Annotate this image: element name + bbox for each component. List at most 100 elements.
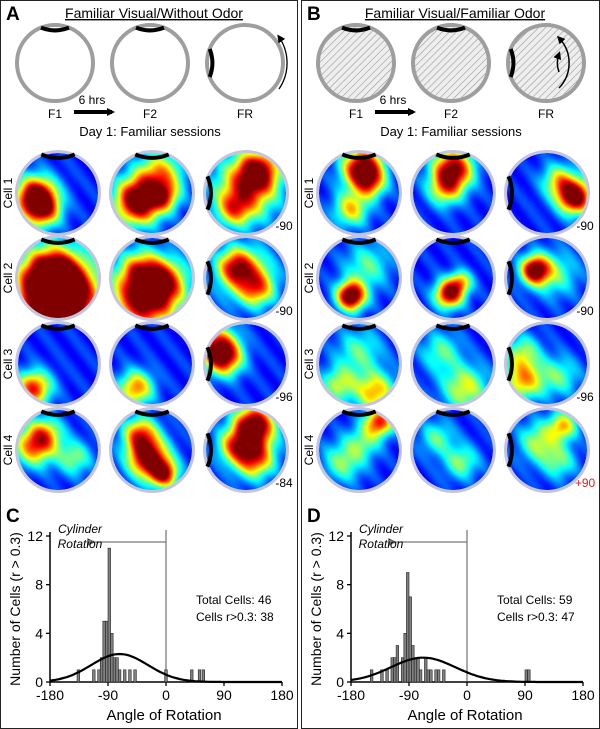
- histogram-bar: [128, 669, 132, 683]
- cue-card: [40, 152, 76, 160]
- histogram-bar: [408, 596, 412, 683]
- histogram-bar: [434, 669, 438, 683]
- cue-card: [435, 237, 471, 245]
- stats-text: Cells r>0.3: 47: [497, 610, 575, 624]
- firing-rate-map: [319, 410, 399, 490]
- firing-rate-map: [319, 324, 399, 404]
- cue-card: [506, 346, 514, 382]
- histogram-bar: [419, 669, 423, 683]
- firing-rate-map: [507, 153, 587, 233]
- y-tick-label: 0: [35, 674, 43, 690]
- rotation-value: +90: [575, 476, 596, 490]
- arena-wall: [203, 407, 289, 493]
- firing-rate-map: [18, 153, 98, 233]
- arena-wall: [410, 150, 496, 236]
- histogram-bar: [123, 669, 127, 683]
- arena-wall: [109, 150, 195, 236]
- arena-wall: [316, 235, 402, 321]
- histogram-bar: [99, 657, 104, 683]
- arena-wall: [316, 321, 402, 407]
- firing-rate-map: [206, 238, 286, 318]
- histogram-bar: [385, 669, 389, 683]
- arena-wall: [316, 150, 402, 236]
- arena-wall: [109, 407, 195, 493]
- histogram-bar: [76, 669, 80, 683]
- panel-b: B Familiar Visual/Familiar Odor F1 F2 FR 6 hr…: [302, 4, 596, 493]
- x-tick-label: 180: [270, 687, 294, 703]
- cue-card: [40, 25, 70, 33]
- cue-card: [506, 175, 514, 211]
- arena-wall: [203, 321, 289, 407]
- cue-card: [134, 237, 170, 245]
- session-label: F2: [143, 107, 157, 121]
- y-tick-label: 12: [328, 528, 344, 544]
- cell-label: Cell 2: [302, 262, 316, 293]
- firing-rate-map: [507, 410, 587, 490]
- cue-card: [134, 152, 170, 160]
- cue-card: [506, 432, 514, 468]
- rotation-value: -90: [576, 219, 594, 233]
- rotation-value: -96: [275, 390, 293, 404]
- histogram-c: C 0 4 8 12 -180 -90 0 90 180 Angle of Rotation Numb…: [6, 506, 294, 724]
- firing-rate-map: [18, 238, 98, 318]
- panel-letter: A: [6, 4, 20, 25]
- cue-card: [341, 25, 371, 33]
- x-tick-label: 90: [216, 687, 232, 703]
- histogram-bar: [97, 669, 101, 683]
- cue-card: [435, 409, 471, 417]
- cue-card: [435, 323, 471, 331]
- histogram-bar: [102, 620, 106, 683]
- arena-wall: [410, 407, 496, 493]
- cylinder-schematic: [15, 23, 95, 103]
- arena-wall: [15, 321, 101, 407]
- panel-title: Familiar Visual/Familiar Odor: [365, 5, 546, 21]
- cue-card: [435, 152, 471, 160]
- x-tick-label: -180: [337, 687, 365, 703]
- cue-card: [40, 323, 76, 331]
- arena-wall: [504, 321, 590, 407]
- arena-wall: [410, 235, 496, 321]
- cell-label: Cell 2: [1, 262, 15, 293]
- histogram-bar: [118, 669, 122, 683]
- y-tick-label: 8: [35, 577, 43, 593]
- arena-wall: [504, 407, 590, 493]
- arena-wall: [109, 235, 195, 321]
- cue-card: [506, 260, 514, 296]
- annotation-line: Rotation: [58, 537, 103, 551]
- firing-rate-map: [507, 238, 587, 318]
- session-label: F1: [349, 107, 363, 121]
- stats-text: Total Cells: 46: [196, 593, 272, 607]
- rotation-value: -84: [275, 476, 293, 490]
- x-tick-label: 0: [162, 687, 170, 703]
- firing-rate-map: [413, 324, 493, 404]
- firing-rate-map: [206, 410, 286, 490]
- firing-rate-map: [112, 153, 192, 233]
- histogram-bar: [411, 645, 415, 683]
- annotation-line: Cylinder: [58, 522, 103, 536]
- x-tick-label: -90: [98, 687, 118, 703]
- histogram-bar: [110, 633, 114, 683]
- y-tick-label: 8: [336, 577, 344, 593]
- firing-rate-map: [413, 410, 493, 490]
- cell-label: Cell 4: [302, 434, 316, 465]
- histogram-bar: [426, 669, 430, 683]
- y-tick-label: 12: [27, 528, 43, 544]
- y-axis-label: Number of Cells (r > 0.3): [7, 532, 23, 686]
- stats-text: Cells r>0.3: 38: [196, 610, 274, 624]
- histogram-bar: [524, 669, 528, 683]
- histogram-bar: [107, 547, 111, 683]
- panel-letter: D: [307, 506, 321, 527]
- gaussian-fit-curve: [350, 656, 583, 684]
- firing-rate-map: [206, 324, 286, 404]
- y-axis-label: Number of Cells (r > 0.3): [308, 532, 324, 686]
- cell-label: Cell 3: [302, 348, 316, 379]
- delay-label: 6 hrs: [79, 93, 106, 107]
- histogram-bar: [437, 669, 441, 683]
- cue-card: [341, 323, 377, 331]
- annotation-text: Cylinder Rotation: [58, 522, 103, 551]
- rotation-arrow: [277, 34, 288, 90]
- rotation-arrow: [556, 35, 570, 89]
- cue-card: [134, 323, 170, 331]
- firing-rate-map: [206, 153, 286, 233]
